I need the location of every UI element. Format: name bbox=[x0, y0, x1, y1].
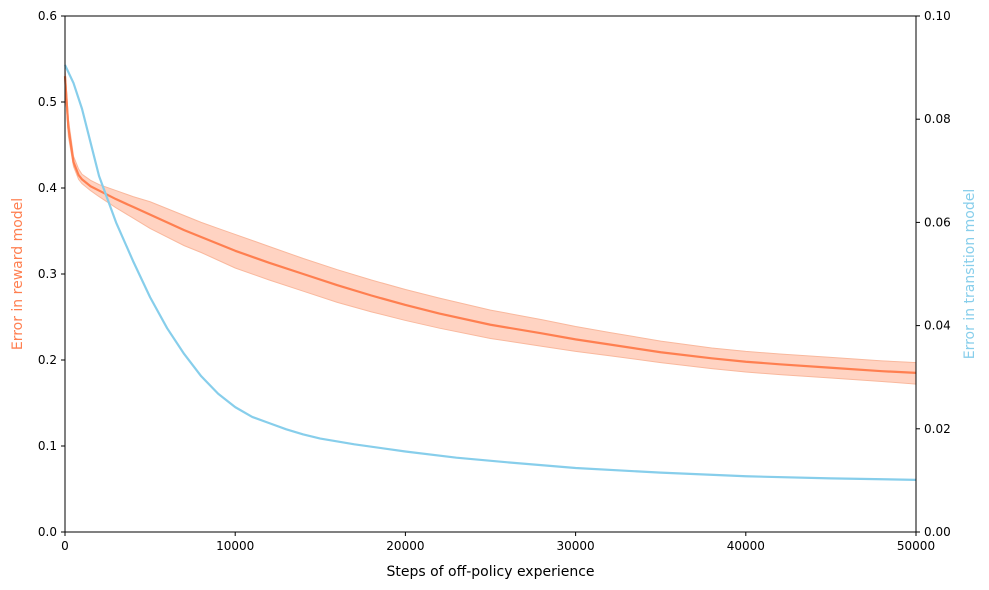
y-right-tick-label: 0.00 bbox=[924, 525, 951, 539]
y-left-tick-label: 0.4 bbox=[38, 181, 57, 195]
y-right-tick-label: 0.04 bbox=[924, 319, 951, 333]
y-axis-left-title: Error in reward model bbox=[10, 198, 26, 350]
y-right-tick-label: 0.06 bbox=[924, 215, 951, 229]
y-right-tick-label: 0.10 bbox=[924, 9, 951, 23]
x-tick-label: 50000 bbox=[897, 539, 935, 553]
transition-error-line bbox=[64, 64, 917, 481]
y-left-tick-label: 0.0 bbox=[38, 525, 57, 539]
x-tick-label: 40000 bbox=[727, 539, 765, 553]
y-left-tick-label: 0.3 bbox=[38, 267, 57, 281]
y-right-tick-label: 0.08 bbox=[924, 112, 951, 126]
y-left-tick-label: 0.1 bbox=[38, 439, 57, 453]
x-tick-label: 30000 bbox=[557, 539, 595, 553]
y-left-tick-label: 0.2 bbox=[38, 353, 57, 367]
y-left-tick-label: 0.6 bbox=[38, 9, 57, 23]
y-right-tick-label: 0.02 bbox=[924, 422, 951, 436]
x-tick-label: 20000 bbox=[386, 539, 424, 553]
x-tick-label: 0 bbox=[61, 539, 69, 553]
x-tick-label: 10000 bbox=[216, 539, 254, 553]
y-axis-right: 0.00 0.02 0.04 0.06 0.08 0.10 bbox=[916, 9, 951, 539]
reward-error-line bbox=[63, 76, 917, 374]
y-axis-right-title: Error in transition model bbox=[962, 189, 978, 360]
x-axis: 0 10000 20000 30000 40000 50000 bbox=[61, 532, 935, 553]
y-axis-left: 0.0 0.1 0.2 0.3 0.4 0.5 0.6 bbox=[38, 9, 65, 539]
y-left-tick-label: 0.5 bbox=[38, 95, 57, 109]
x-axis-title: Steps of off-policy experience bbox=[386, 564, 594, 580]
